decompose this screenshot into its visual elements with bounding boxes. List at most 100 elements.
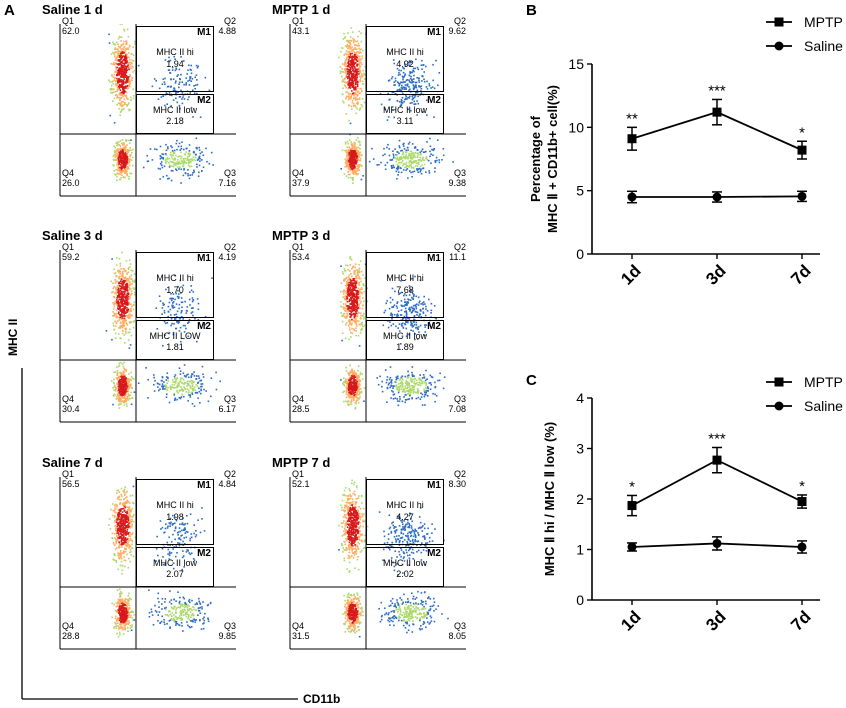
density-dot (167, 162, 170, 164)
density-dot (416, 149, 419, 151)
density-dot (170, 387, 172, 389)
density-dot (392, 398, 395, 400)
density-dot (349, 77, 352, 80)
density-dot (340, 290, 342, 293)
density-dot (165, 143, 167, 146)
density-dot (121, 139, 124, 141)
density-dot (349, 255, 352, 258)
density-dot (115, 312, 118, 315)
density-dot (358, 264, 360, 266)
density-dot (402, 76, 404, 79)
density-dot (116, 41, 118, 44)
density-dot (430, 162, 432, 164)
density-dot (362, 274, 364, 276)
density-dot (119, 78, 121, 81)
density-dot (122, 377, 124, 379)
density-dot (120, 171, 123, 174)
density-dot (164, 104, 166, 107)
density-dot (122, 381, 124, 384)
density-dot (153, 383, 155, 386)
density-dot (130, 307, 132, 310)
density-dot (353, 329, 356, 332)
density-dot (192, 89, 194, 91)
density-dot (180, 168, 182, 171)
density-dot (123, 63, 126, 66)
density-dot (359, 147, 361, 150)
density-dot (112, 76, 115, 79)
density-dot (113, 315, 115, 317)
density-dot (176, 310, 179, 313)
density-dot (409, 379, 412, 382)
density-dot (402, 93, 404, 95)
density-dot (180, 377, 182, 379)
density-dot (108, 33, 110, 36)
density-dot (124, 69, 126, 72)
density-dot (348, 83, 350, 85)
density-dot (355, 157, 358, 160)
density-dot (349, 289, 351, 291)
density-dot (347, 87, 349, 90)
density-dot (354, 69, 356, 72)
density-dot (125, 302, 127, 304)
density-dot (393, 84, 395, 86)
density-dot (415, 91, 418, 93)
density-dot (355, 160, 358, 163)
density-dot (124, 103, 126, 105)
density-dot (349, 313, 351, 315)
density-dot (417, 171, 420, 174)
density-dot (157, 98, 160, 100)
density-dot (172, 151, 175, 153)
density-dot (358, 393, 360, 396)
density-dot (193, 405, 196, 407)
density-dot (119, 397, 122, 399)
density-dot (187, 322, 189, 324)
q1-value: 62.0 (62, 26, 80, 36)
density-dot (348, 376, 351, 379)
density-dot (358, 75, 361, 78)
density-dot (117, 97, 120, 99)
density-dot (427, 390, 429, 392)
density-dot (175, 169, 178, 172)
density-dot (352, 392, 355, 395)
density-dot (408, 382, 411, 385)
density-dot (351, 74, 353, 76)
density-dot (120, 110, 122, 113)
density-dot (115, 142, 117, 144)
density-dot (114, 90, 117, 93)
density-dot (126, 77, 128, 80)
density-dot (347, 176, 350, 179)
density-dot (355, 58, 357, 61)
density-dot (118, 362, 121, 364)
density-dot (167, 158, 169, 160)
density-dot (127, 52, 130, 54)
density-dot (133, 320, 136, 322)
density-dot (128, 139, 130, 142)
density-dot (121, 324, 124, 326)
density-dot (181, 98, 183, 100)
density-dot (351, 288, 354, 291)
density-dot (123, 292, 126, 295)
density-dot (421, 157, 424, 159)
density-dot (393, 166, 395, 169)
density-dot (347, 70, 349, 73)
density-dot (413, 170, 416, 173)
density-dot (196, 385, 199, 388)
density-dot (343, 278, 345, 281)
density-dot (125, 269, 127, 272)
density-dot (173, 323, 175, 325)
density-dot (350, 297, 352, 299)
density-dot (173, 55, 175, 58)
density-dot (348, 384, 350, 387)
density-dot (113, 272, 116, 275)
density-dot (130, 376, 133, 378)
density-dot (116, 63, 119, 65)
density-dot (158, 87, 161, 90)
density-dot (350, 273, 352, 275)
density-dot (395, 381, 398, 384)
density-dot (354, 379, 357, 381)
density-dot (118, 292, 120, 295)
density-dot (124, 76, 126, 78)
density-dot (418, 85, 420, 88)
density-dot (416, 162, 419, 165)
density-dot (201, 385, 203, 388)
